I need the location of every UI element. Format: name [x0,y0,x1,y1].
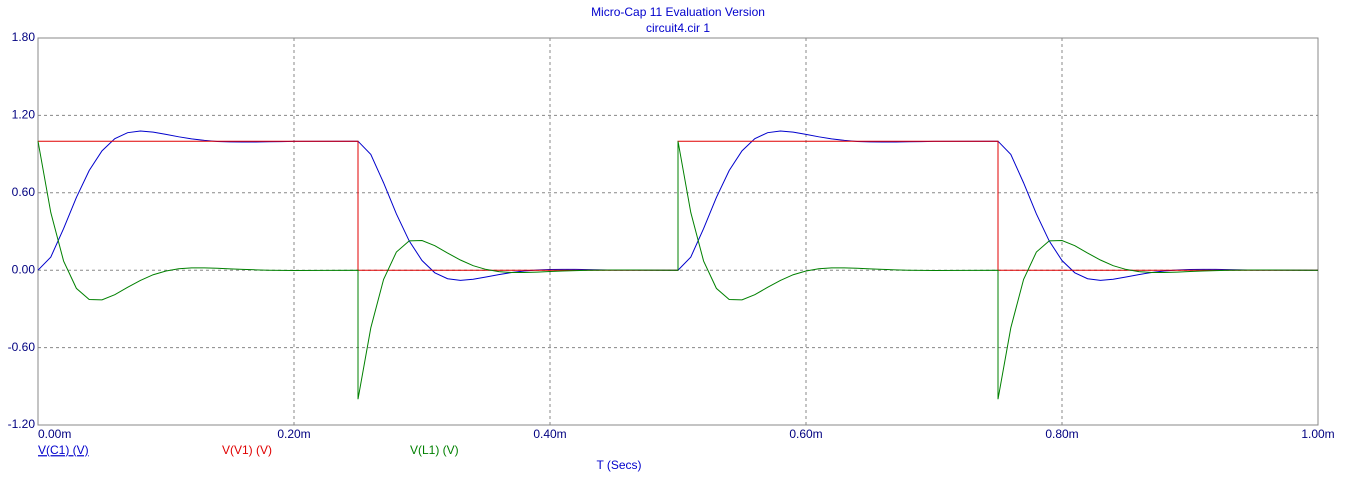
x-tick-label: 0.80m [1045,427,1078,441]
chart-subtitle: circuit4.cir 1 [646,21,710,35]
x-tick-label: 0.00m [38,427,71,441]
y-tick-label: 0.00 [12,262,36,276]
y-tick-label: -1.20 [8,417,36,431]
x-tick-label: 0.20m [277,427,310,441]
x-tick-label: 0.60m [789,427,822,441]
y-tick-label: 0.60 [12,185,36,199]
chart-title: Micro-Cap 11 Evaluation Version [591,5,765,19]
series-line [37,141,1319,400]
legend-entry: V(L1) (V) [410,443,459,457]
x-tick-label: 0.40m [533,427,566,441]
legend-entry: V(V1) (V) [222,443,272,457]
legend-entry: V(C1) (V) [38,443,89,457]
x-tick-label: 1.00m [1301,427,1334,441]
y-tick-label: -0.60 [8,340,36,354]
x-axis-label: T (Secs) [596,458,641,472]
plot-border [37,37,1319,426]
y-tick-label: 1.20 [12,108,36,122]
y-tick-label: 1.80 [12,30,36,44]
